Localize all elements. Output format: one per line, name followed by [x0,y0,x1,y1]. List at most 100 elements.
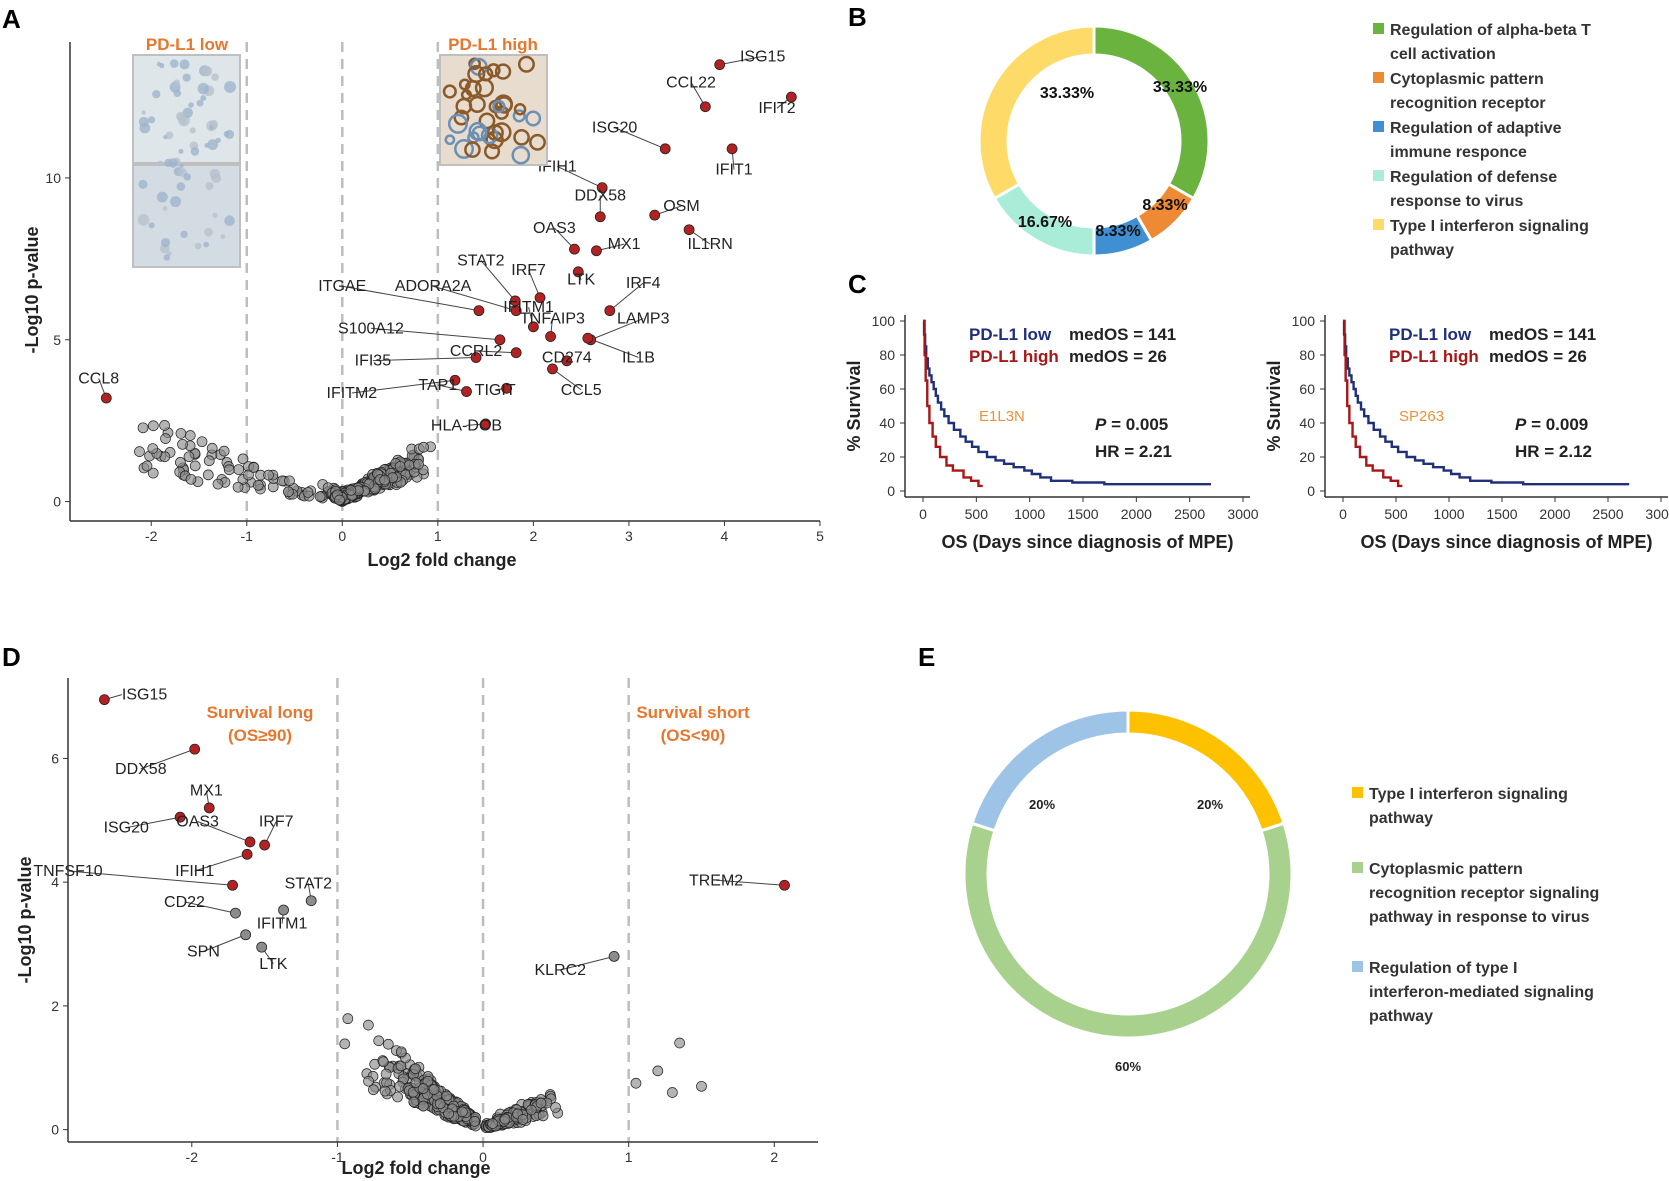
legend-swatch-4 [1373,170,1384,181]
gene-label-ddx58: DDX58 [574,188,626,205]
km-legend-low: PD-L1 low [1389,325,1472,344]
gene-label-itgae: ITGAE [318,278,366,295]
km-antibody-label: E1L3N [979,408,1025,425]
km-y-tick-label: 80 [879,347,895,363]
background-point [404,459,415,471]
gene-label-isg20: ISG20 [592,120,637,137]
background-point [184,430,196,441]
panel-c-label: C [848,269,867,299]
gene-label-tigit: TIGIT [475,382,516,399]
x-tick-label: 1 [625,1149,633,1165]
background-point [469,1116,481,1127]
ihc-cell [442,84,457,99]
x-tick-label: 4 [721,528,729,544]
background-point [408,1096,420,1108]
background-point [147,443,159,454]
ihc-cell [156,191,168,203]
legend-text: pathway [1390,242,1454,259]
ihc-cell [180,230,188,239]
background-point [196,436,208,448]
km-x-tick-label: 1500 [1486,506,1517,522]
background-point [368,1084,379,1096]
km-legend-low: PD-L1 low [969,325,1052,344]
km-curve-pd-l1-low [922,319,1211,486]
x-tick-label: 2 [770,1149,778,1165]
ihc-cell [209,125,214,130]
ihc-cell [204,227,213,237]
gene-label-tnfaip3: TNFAIP3 [520,311,585,328]
background-point [395,1046,407,1058]
x-tick-label: 1 [434,528,442,544]
survival-long-criterion: (OS≥90) [228,726,292,745]
background-point [233,464,244,475]
ihc-cell [194,242,202,250]
ihc-cell [182,73,191,82]
gene-label-ddx58: DDX58 [115,761,167,778]
label-leader-line [197,821,251,843]
km-curve-pd-l1-low [1342,319,1630,486]
ihc-cell [173,79,180,86]
background-point [206,442,218,454]
ihc-cell [176,182,186,191]
background-point [177,438,188,450]
label-leader-line [557,166,603,189]
legend-text: pathway [1369,1008,1433,1025]
ihc-low-image-top [132,54,241,164]
point-cd274 [561,355,573,367]
point-ltk [572,266,584,278]
background-point [218,445,230,457]
background-point [185,473,197,485]
ihc-cell [204,143,210,148]
ihc-cell [464,141,481,158]
point-tigit [501,382,513,394]
panel-b-pct-3: 8.33% [1142,197,1187,214]
km-x-tick-label: 1500 [1067,506,1098,522]
km-y-axis-title: % Survival [844,360,864,451]
gene-label-ccl22: CCL22 [666,74,716,91]
km-y-tick-label: 40 [879,415,895,431]
ihc-cell [162,206,168,211]
label-leader-line [590,318,644,341]
x-tick-label: 3 [625,528,633,544]
background-point [284,475,295,487]
gene-label-isg15: ISG15 [740,48,785,65]
point-osm [649,209,661,221]
gene-label-irf7: IRF7 [259,813,294,830]
ihc-cell [197,82,210,95]
gene-label-isg20: ISG20 [104,820,149,837]
x-tick-label: 5 [816,528,824,544]
legend-text: Cytoplasmic pattern [1369,861,1523,878]
point-adora2a [510,305,522,317]
background-point [550,1102,561,1113]
ihc-cell [163,135,168,140]
km-p-letter: P [1095,415,1107,434]
y-tick-label: 0 [53,494,61,510]
label-leader-line [480,259,516,302]
km-y-tick-label: 100 [1292,313,1316,329]
donut-slice-2 [962,821,1294,1040]
background-point [382,1038,394,1050]
point-itgae [473,305,485,317]
gene-label-cd274: CD274 [542,349,592,366]
background-point [418,1100,429,1112]
background-point [175,457,186,468]
point-ddx58 [594,211,606,223]
label-leader-line [614,127,666,150]
background-point [134,446,145,457]
background-point [302,487,314,498]
legend-swatch-3 [1352,961,1363,972]
point-cd22 [230,907,241,919]
km-x-tick-label: 2000 [1121,506,1152,522]
background-point [147,420,159,432]
ihc-cell [207,139,219,151]
ihc-cell [170,59,179,68]
km-antibody-label: SP263 [1399,408,1444,425]
ihc-cell [180,117,187,125]
ihc-cell [454,138,475,159]
point-trem2 [779,879,790,891]
km-x-tick-label: 3000 [1645,506,1669,522]
point-stat2 [305,895,317,907]
label-leader-line [609,282,644,312]
